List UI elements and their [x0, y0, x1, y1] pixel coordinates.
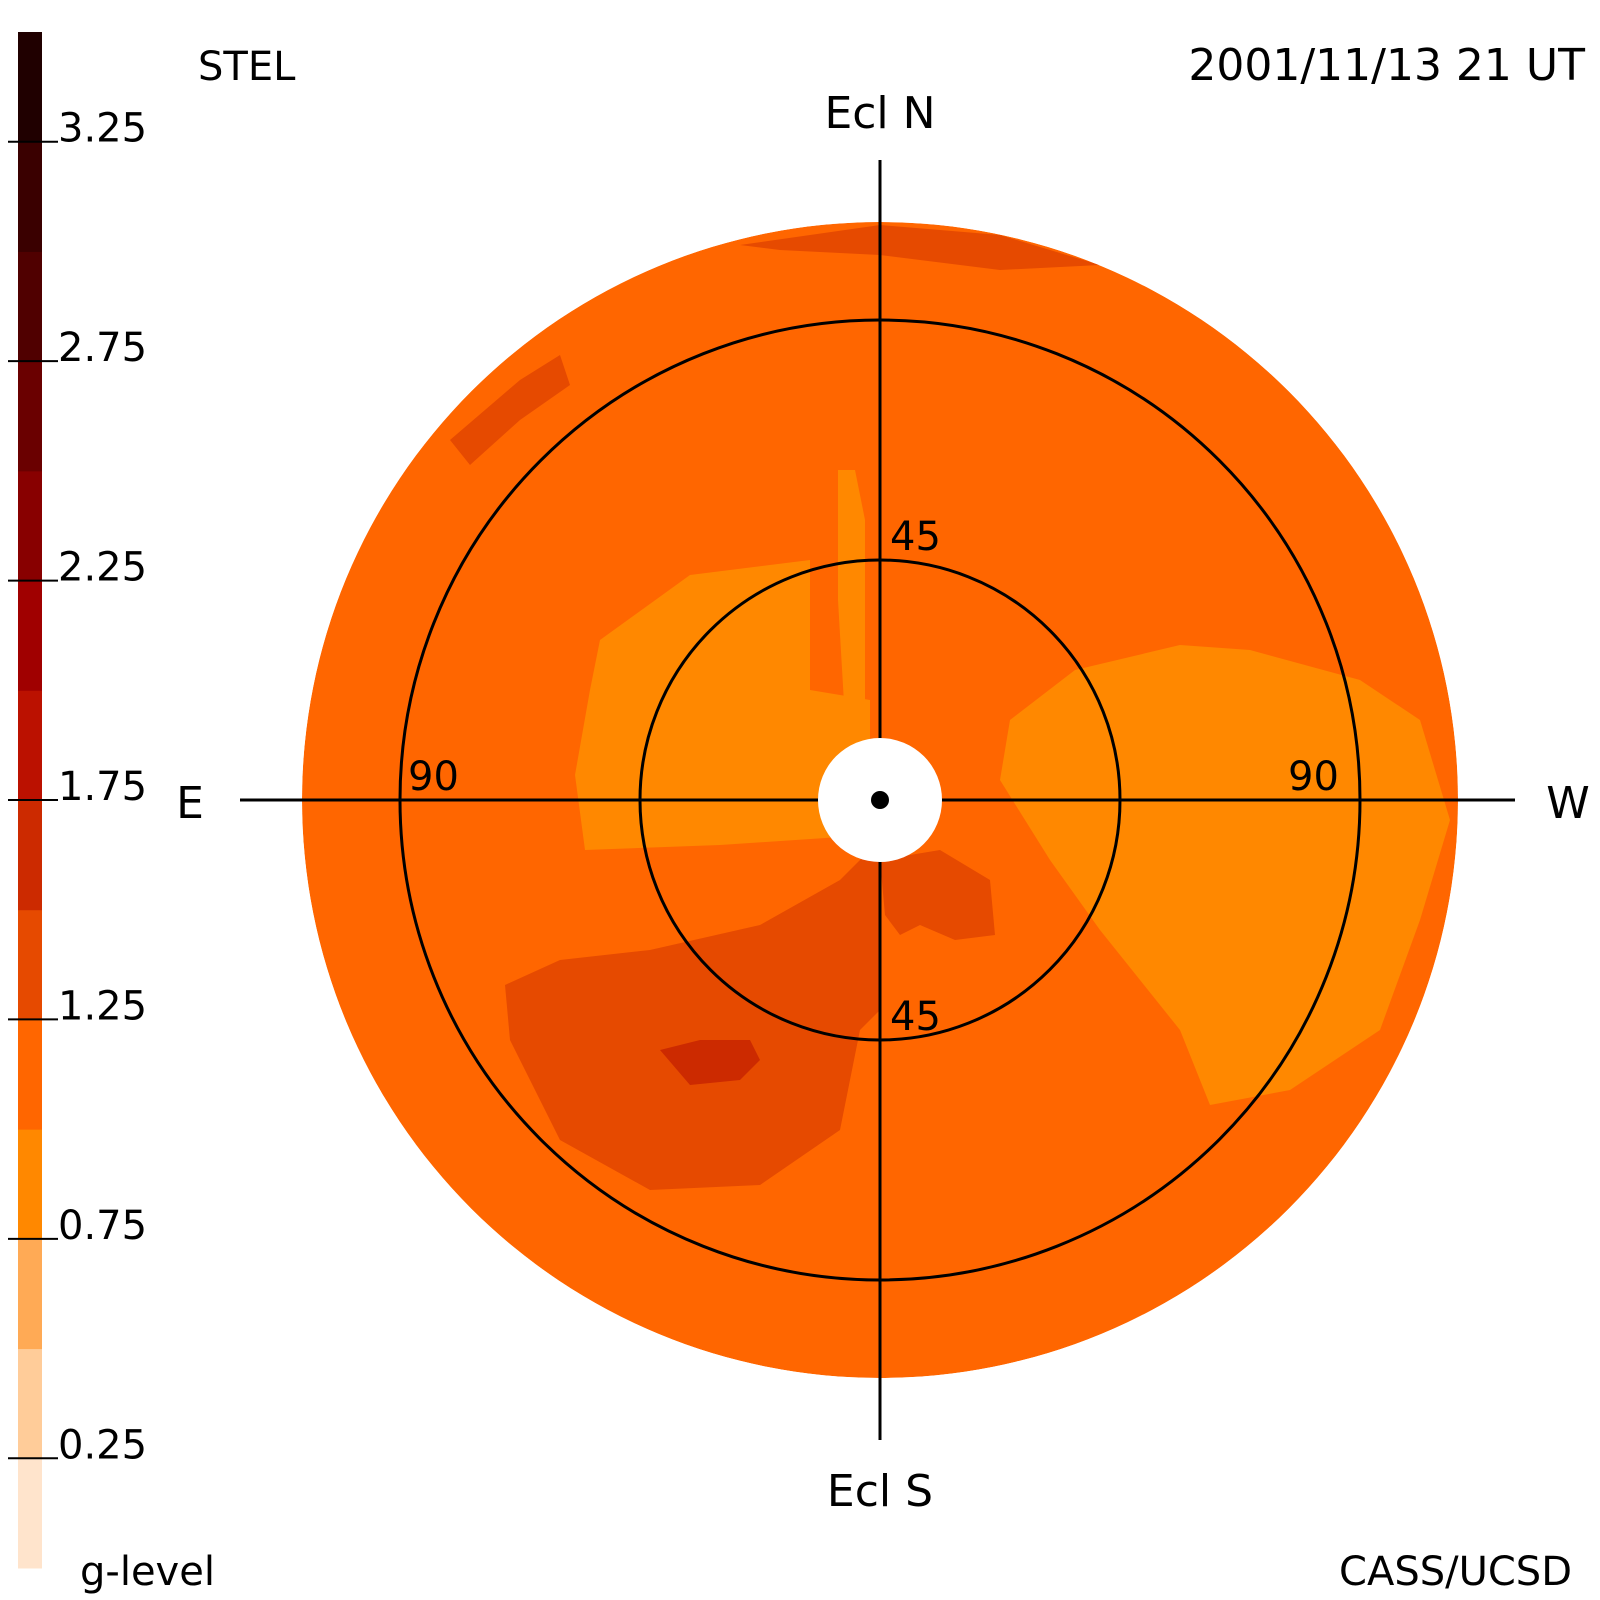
instrument-label: STEL — [198, 44, 296, 90]
ring-label-90-west: 90 — [1288, 754, 1339, 800]
direction-west: W — [1546, 778, 1590, 829]
south-east-peak — [660, 1040, 760, 1085]
colorbar-band — [18, 141, 42, 252]
colorbar-band — [18, 32, 42, 143]
ring-label-45-north: 45 — [890, 514, 941, 560]
direction-north: Ecl N — [824, 88, 935, 139]
north-rim-patch — [450, 355, 570, 465]
north-east-rim-patch — [740, 225, 1100, 270]
timestamp-label: 2001/11/13 21 UT — [1188, 40, 1585, 91]
colorbar-tick-label: 2.75 — [58, 325, 147, 371]
colorbar-tick-label: 1.25 — [58, 983, 147, 1029]
colorbar-band — [18, 1129, 42, 1240]
north-spike — [838, 470, 865, 720]
colorbar-tick-label: 1.75 — [58, 764, 147, 810]
east-inner-enhancement — [575, 560, 870, 850]
colorbar-title: g-level — [80, 1549, 215, 1595]
colorbar-band — [18, 1348, 42, 1459]
colorbar-band — [18, 361, 42, 472]
center-south-lobe — [880, 850, 995, 940]
credit-label: CASS/UCSD — [1339, 1549, 1572, 1595]
colorbar-band — [18, 1458, 42, 1569]
ring-label-45-south: 45 — [890, 994, 941, 1040]
colorbar-tick-label: 3.25 — [58, 106, 147, 152]
colorbar-band — [18, 1238, 42, 1350]
colorbar-band — [18, 251, 42, 362]
south-east-enhancement — [505, 840, 880, 1190]
sun-center-dot — [871, 791, 889, 809]
ring-label-90-east: 90 — [408, 754, 459, 800]
colorbar-band — [18, 470, 42, 582]
regions — [450, 225, 1450, 1190]
colorbar-ticks: 3.25 2.75 2.25 1.75 1.25 0.75 0.25 — [8, 106, 147, 1468]
west-enhancement — [1000, 645, 1450, 1105]
direction-east: E — [176, 778, 204, 829]
colorbar — [18, 32, 42, 1569]
colorbar-tick-label: 0.75 — [58, 1203, 147, 1249]
colorbar-band — [18, 580, 42, 691]
colorbar-tick-label: 2.25 — [58, 545, 147, 591]
direction-south: Ecl S — [827, 1466, 933, 1517]
colorbar-band — [18, 800, 42, 911]
colorbar-band — [18, 690, 42, 801]
colorbar-band — [18, 1019, 42, 1130]
colorbar-tick-label: 0.25 — [58, 1422, 147, 1468]
colorbar-band — [18, 909, 42, 1020]
